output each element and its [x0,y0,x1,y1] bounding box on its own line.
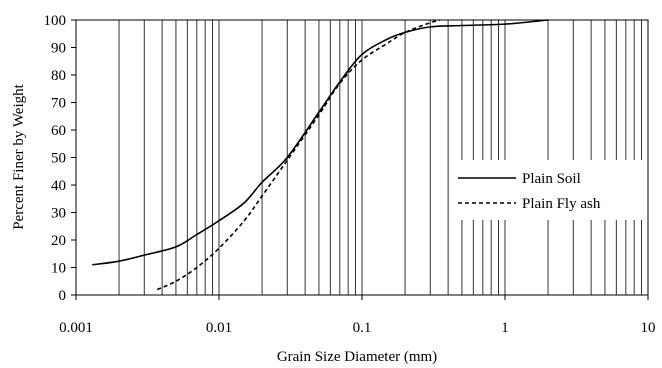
y-tick-label: 0 [59,288,67,304]
y-tick-label: 80 [51,68,66,84]
legend: Plain Soil Plain Fly ash [452,160,642,220]
series-line-plain-fly-ash [156,19,441,291]
y-tick-label: 60 [51,123,66,139]
x-tick-label: 0.01 [206,320,232,336]
x-tick-label: 0.1 [353,320,372,336]
x-tick-label: 0.001 [59,320,93,336]
y-tick-label: 100 [44,13,67,29]
x-tick-label: 10 [641,320,656,336]
y-tick-label: 10 [51,261,66,277]
y-tick-label: 70 [51,96,66,112]
y-axis: 0 10 20 30 40 50 60 70 80 90 100 [44,13,76,304]
x-axis-title: Grain Size Diameter (mm) [277,349,437,365]
x-axis: 0.001 0.01 0.1 1 10 [59,295,656,336]
y-axis-title: Percent Finer by Weight [11,83,27,229]
x-tick-label: 1 [501,320,509,336]
series-line-plain-soil [92,19,549,266]
y-tick-label: 40 [51,178,66,194]
y-tick-label: 50 [51,151,66,167]
y-tick-label: 20 [51,233,66,249]
series-layer [92,19,549,291]
legend-label-plain-soil: Plain Soil [522,171,581,187]
y-tick-label: 90 [51,41,66,57]
legend-label-plain-fly-ash: Plain Fly ash [522,196,601,212]
vertical-grid [118,20,642,295]
legend-box [452,160,642,220]
y-tick-label: 30 [51,206,66,222]
